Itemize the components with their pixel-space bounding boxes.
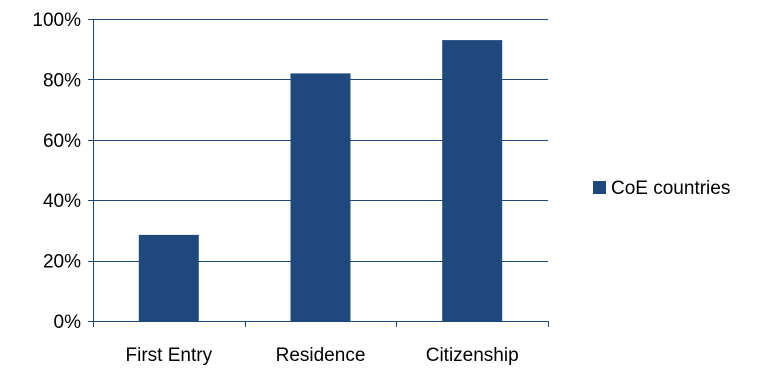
y-tick-label-80pct: 80%: [43, 70, 81, 91]
bar-first-entry: [138, 234, 199, 321]
y-tick-label-60pct: 60%: [43, 131, 81, 152]
bar-residence: [290, 73, 351, 322]
bar-citizenship: [442, 40, 503, 321]
legend: CoE countries: [593, 178, 730, 199]
axes: [88, 19, 549, 327]
y-tick-labels: 0% 20% 40% 60% 80% 100%: [32, 10, 81, 333]
x-tick-label-first-entry: First Entry: [126, 345, 213, 366]
x-tick-label-residence: Residence: [276, 345, 366, 366]
x-tick-label-citizenship: Citizenship: [426, 345, 519, 366]
bars: [138, 40, 503, 322]
y-tick-label-100pct: 100%: [32, 10, 81, 31]
legend-label-coe-countries: CoE countries: [611, 178, 730, 199]
y-tick-label-20pct: 20%: [43, 252, 81, 273]
x-tick-labels: First Entry Residence Citizenship: [126, 345, 519, 366]
y-tick-label-0pct: 0%: [54, 312, 82, 333]
y-tick-label-40pct: 40%: [43, 191, 81, 212]
legend-swatch: [593, 181, 606, 194]
